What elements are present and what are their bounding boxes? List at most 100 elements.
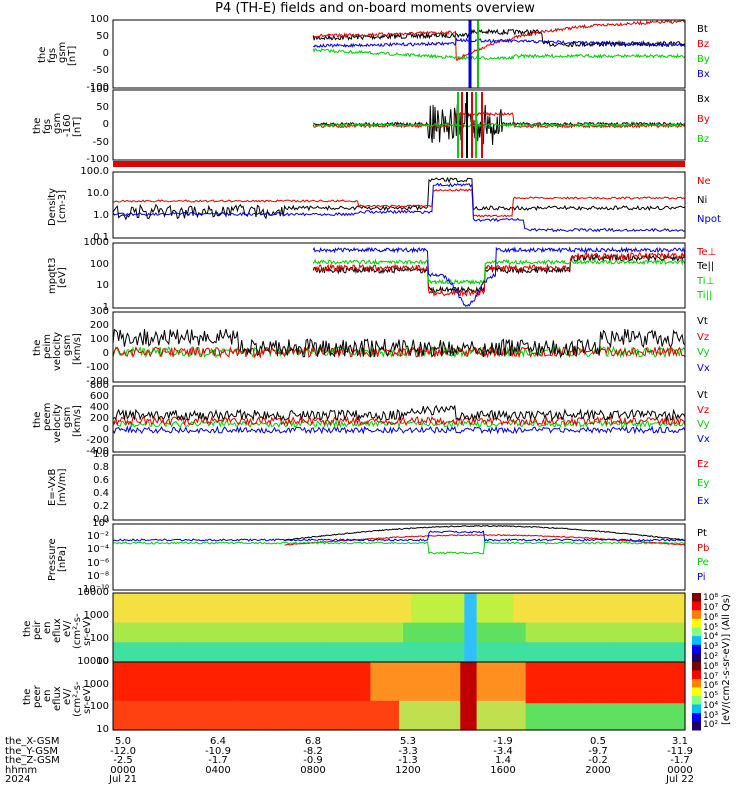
spectrogram-cell xyxy=(256,597,261,601)
spectrogram-cell xyxy=(190,664,196,668)
spectrogram-cell xyxy=(256,615,261,619)
spectrogram-cell xyxy=(162,717,167,721)
spectrogram-cell xyxy=(182,686,188,690)
spectrogram-cell xyxy=(113,676,118,680)
spectrogram-cell xyxy=(231,659,237,663)
spectrogram-cell xyxy=(223,637,228,641)
spectrogram-cell xyxy=(153,593,159,597)
spectrogram-cell xyxy=(390,632,396,636)
spectrogram-cell xyxy=(668,659,674,663)
spectrogram-cell xyxy=(607,632,613,636)
spectrogram-cell xyxy=(497,595,502,599)
spectrogram-cell xyxy=(194,671,200,675)
spectrogram-cell xyxy=(117,686,122,690)
spectrogram-cell xyxy=(125,710,130,714)
spectrogram-cell xyxy=(664,649,670,653)
spectrogram-cell xyxy=(460,639,465,643)
spectrogram-cell xyxy=(607,597,613,601)
spectrogram-cell xyxy=(660,600,666,604)
spectrogram-cell xyxy=(349,649,355,653)
spectrogram-cell xyxy=(211,700,216,704)
spectrogram-cell xyxy=(427,607,433,611)
spectrogram-cell xyxy=(635,593,641,597)
spectrogram-cell xyxy=(656,637,662,641)
spectrogram-cell xyxy=(660,652,666,656)
spectrogram-cell xyxy=(333,615,339,619)
spectrogram-cell xyxy=(656,634,662,638)
spectrogram-cell xyxy=(337,632,343,636)
spectrogram-cell xyxy=(607,639,613,643)
spectrogram-cell xyxy=(190,605,196,609)
spectrogram-cell xyxy=(476,597,482,601)
spectrogram-cell xyxy=(431,610,437,614)
spectrogram-cell xyxy=(206,683,212,687)
spectrogram-cell xyxy=(627,647,633,651)
spectrogram-cell xyxy=(149,691,155,695)
spectrogram-cell xyxy=(157,679,163,683)
spectrogram-cell xyxy=(235,637,241,641)
spectrogram-cell xyxy=(562,615,568,619)
spectrogram-cell xyxy=(260,602,265,606)
spectrogram-cell xyxy=(554,622,559,626)
spectrogram-cell xyxy=(178,605,184,609)
spectrogram-cell xyxy=(243,703,249,707)
spectrogram-cell xyxy=(288,597,294,601)
spectrogram-cell xyxy=(492,595,498,599)
spectrogram-cell xyxy=(570,622,576,626)
spectrogram-cell xyxy=(260,674,265,678)
spectrogram-cell xyxy=(157,720,163,724)
spectrogram-cell xyxy=(456,649,461,653)
spectrogram-cell xyxy=(399,634,404,638)
spectrogram-cell xyxy=(219,597,224,601)
spectrogram-cell xyxy=(333,634,339,638)
spectrogram-cell xyxy=(149,715,155,719)
spectrogram-cell xyxy=(554,657,559,661)
spectrogram-cell xyxy=(537,622,543,626)
spectrogram-cell xyxy=(370,615,376,619)
spectrogram-cell xyxy=(166,627,171,631)
spectrogram-cell xyxy=(644,595,649,599)
spectrogram-cell xyxy=(509,597,514,601)
spectrogram-cell xyxy=(280,600,286,604)
spectrogram-cell xyxy=(202,705,208,709)
spectrogram-cell xyxy=(186,600,192,604)
spectrogram-cell xyxy=(206,602,212,606)
spectrogram-cell xyxy=(631,593,637,597)
spectrogram-cell xyxy=(435,615,441,619)
spectrogram-cell xyxy=(174,597,179,601)
spectrogram-cell xyxy=(574,602,580,606)
spectrogram-cell xyxy=(648,659,653,663)
spectrogram-cell xyxy=(170,703,175,707)
spectrogram-cell xyxy=(546,595,551,599)
spectrogram-cell xyxy=(668,654,674,658)
spectrogram-cell xyxy=(239,693,245,697)
spectrogram-cell xyxy=(562,642,568,646)
spectrogram-cell xyxy=(268,642,273,646)
spectrogram-cell xyxy=(546,632,551,636)
spectrogram-cell xyxy=(509,657,514,661)
spectrogram-cell xyxy=(215,639,220,643)
spectrogram-cell xyxy=(202,612,208,616)
spectrogram-cell xyxy=(121,625,126,629)
spectrogram-cell xyxy=(206,676,212,680)
spectrogram-cell xyxy=(578,657,584,661)
spectrogram-cell xyxy=(627,595,633,599)
spectrogram-cell xyxy=(231,696,237,700)
spectrogram-cell xyxy=(672,610,678,614)
spectrogram-cell xyxy=(382,657,388,661)
spectrogram-cell xyxy=(149,669,155,673)
spectrogram-cell xyxy=(656,593,662,597)
spectrogram-cell xyxy=(427,617,433,621)
spectrogram-cell xyxy=(607,617,613,621)
spectrogram-cell xyxy=(149,649,155,653)
spectrogram-cell xyxy=(595,612,600,616)
spectrogram-cell xyxy=(349,629,355,634)
spectrogram-cell xyxy=(460,625,465,629)
spectrogram-cell xyxy=(672,617,678,621)
spectrogram-cell xyxy=(443,634,449,638)
spectrogram-cell xyxy=(419,659,425,663)
spectrogram-cell xyxy=(235,622,241,626)
spectrogram-cell xyxy=(194,647,200,651)
spectrogram-cell xyxy=(215,605,220,609)
